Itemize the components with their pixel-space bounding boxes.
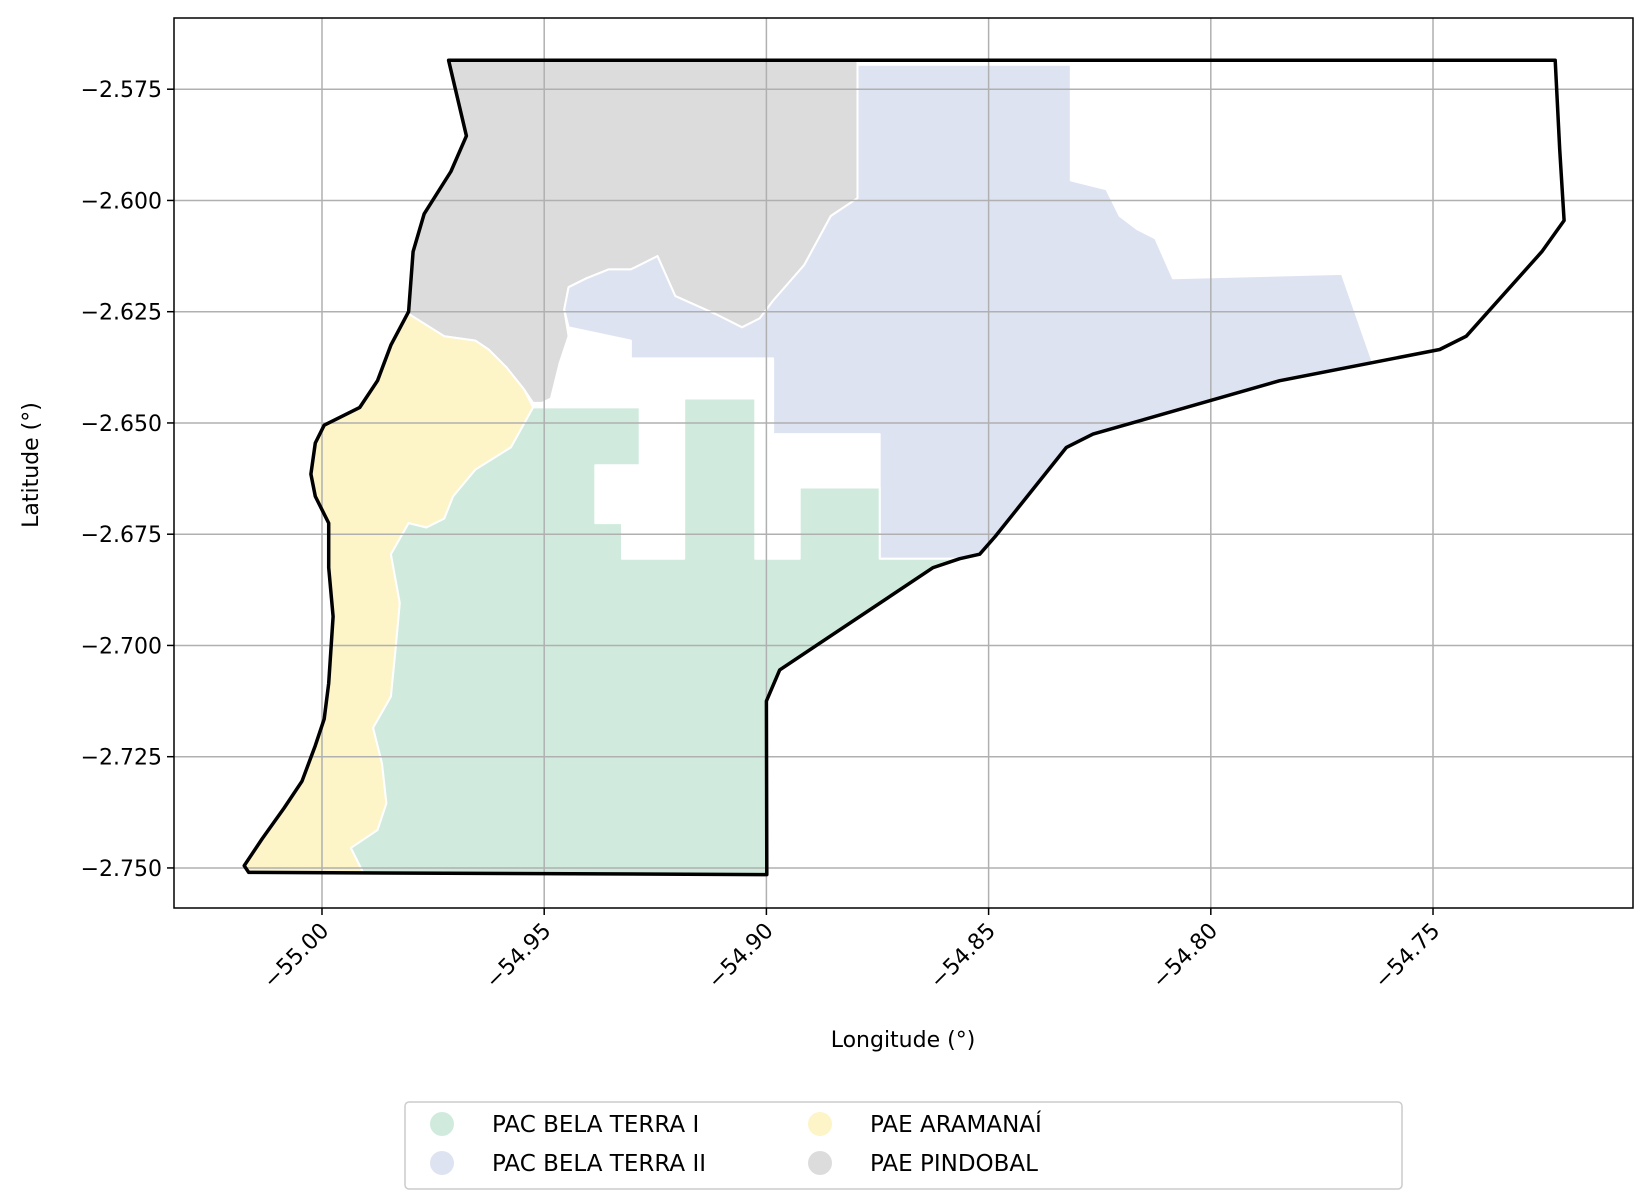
municipality-boundary <box>242 58 1566 877</box>
y-tick-label: −2.625 <box>81 301 162 326</box>
x-tick-label: −54.85 <box>926 919 1001 994</box>
legend-marker <box>430 1151 454 1175</box>
legend-label: PAC BELA TERRA I <box>492 1112 699 1138</box>
legend-label: PAE ARAMANAÍ <box>870 1110 1042 1138</box>
y-tick-label: −2.575 <box>81 78 162 103</box>
legend-item-pac-bela-terra-ii: PAC BELA TERRA II <box>430 1151 706 1177</box>
y-axis-ticks: −2.575 −2.600 −2.625 −2.650 −2.675 −2.700 −2.7… <box>81 78 174 882</box>
legend-item-pae-pindobal: PAE PINDOBAL <box>808 1151 1038 1177</box>
y-tick-label: −2.750 <box>81 857 162 882</box>
boundary-layer <box>242 58 1566 877</box>
x-tick-label: −55.00 <box>259 919 334 994</box>
x-tick-label: −54.95 <box>481 919 556 994</box>
x-axis-label: Longitude (°) <box>831 1028 976 1053</box>
y-tick-label: −2.650 <box>81 412 162 437</box>
legend-item-pac-bela-terra-i: PAC BELA TERRA I <box>430 1112 699 1138</box>
x-tick-label: −54.75 <box>1370 919 1445 994</box>
x-axis-ticks: −55.00 −54.95 −54.90 −54.85 −54.80 −54.75 <box>259 908 1445 994</box>
legend-label: PAE PINDOBAL <box>870 1151 1038 1177</box>
legend-label: PAC BELA TERRA II <box>492 1151 706 1177</box>
y-axis-label: Latitude (°) <box>19 402 44 528</box>
legend-marker <box>430 1112 454 1136</box>
legend-frame <box>404 1101 1403 1190</box>
legend-marker <box>808 1151 832 1175</box>
legend-item-pae-aramanai: PAE ARAMANAÍ <box>808 1110 1042 1138</box>
legend: PAC BELA TERRA I PAC BELA TERRA II PAE ARA… <box>404 1101 1403 1190</box>
y-tick-label: −2.600 <box>81 189 162 214</box>
grid-layer <box>174 18 1633 908</box>
y-tick-label: −2.725 <box>81 746 162 771</box>
x-tick-label: −54.80 <box>1148 919 1223 994</box>
legend-marker <box>808 1112 832 1136</box>
y-tick-label: −2.675 <box>81 523 162 548</box>
legend-items: PAC BELA TERRA I PAC BELA TERRA II PAE ARA… <box>430 1110 1042 1177</box>
plot-frame <box>173 17 1634 909</box>
y-tick-label: −2.700 <box>81 634 162 659</box>
x-tick-label: −54.90 <box>703 919 778 994</box>
